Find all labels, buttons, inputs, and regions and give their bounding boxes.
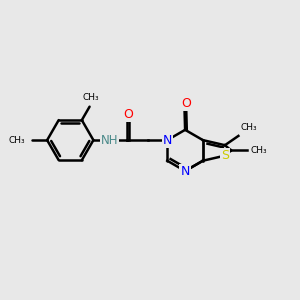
Text: N: N bbox=[163, 134, 172, 147]
Text: CH₃: CH₃ bbox=[250, 146, 267, 155]
Text: N: N bbox=[180, 164, 190, 178]
Text: O: O bbox=[123, 108, 133, 121]
Text: O: O bbox=[181, 98, 191, 110]
Text: CH₃: CH₃ bbox=[241, 123, 257, 132]
Text: CH₃: CH₃ bbox=[9, 136, 26, 145]
Text: CH₃: CH₃ bbox=[83, 93, 99, 102]
Text: S: S bbox=[221, 149, 229, 162]
Text: NH: NH bbox=[101, 134, 118, 147]
